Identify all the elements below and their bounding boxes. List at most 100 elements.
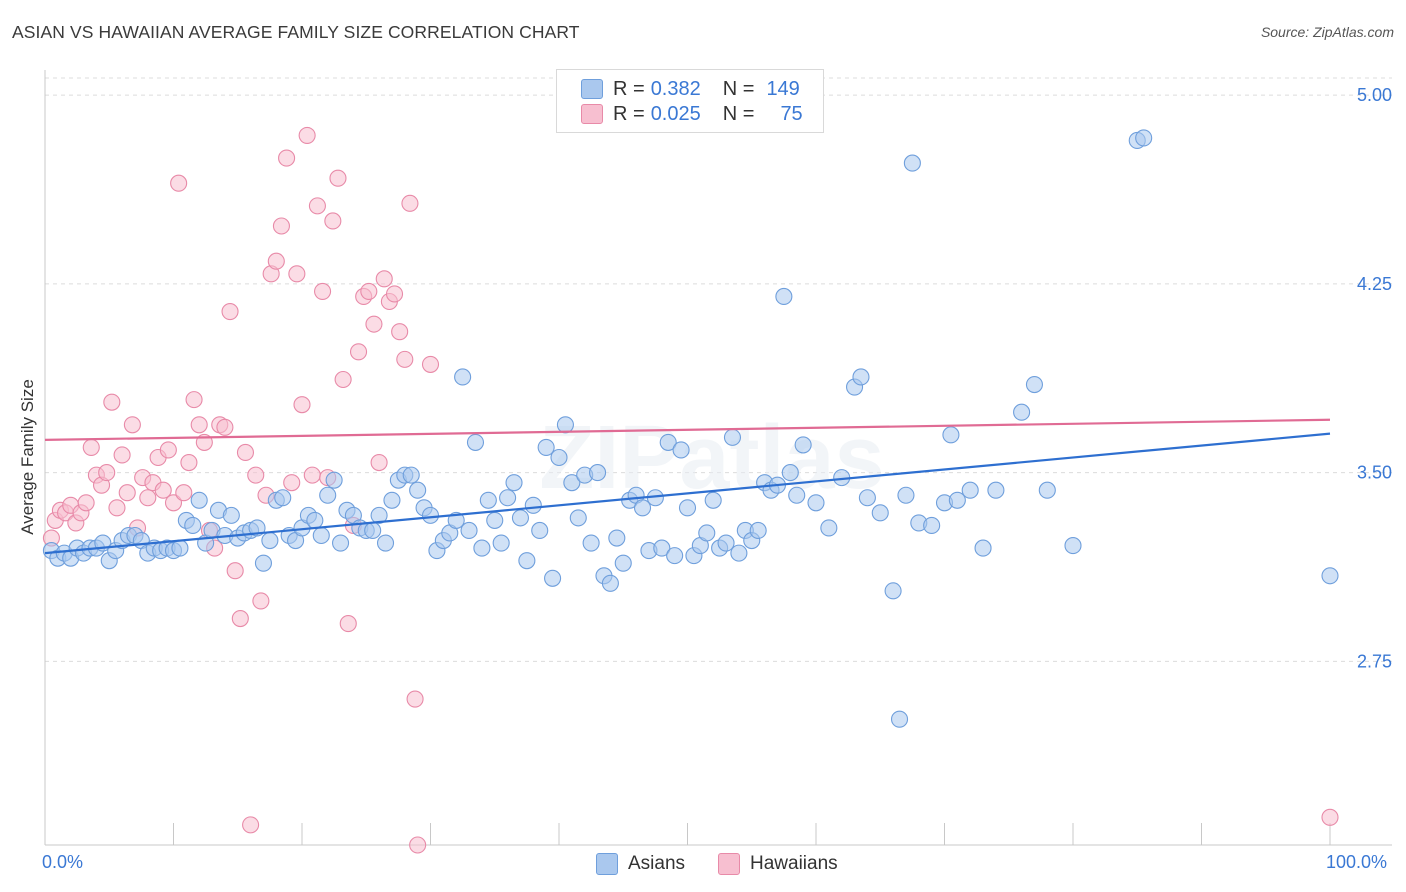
hawaiians-point [82,438,100,456]
asians-point [222,506,240,524]
asians-point [1064,537,1082,555]
y-tick-label: 3.50 [1357,463,1392,483]
asians-point [788,486,806,504]
asians-point [364,521,382,540]
asians-point [678,499,697,517]
asians-point [550,448,568,467]
y-tick-label: 2.75 [1357,651,1392,671]
hawaiians-point [139,489,157,507]
hawaiians-trend-line [44,418,1331,441]
asians-point [633,499,652,517]
correlation-legend: R = 0.382 N = 149 R = 0.025 N = 75 [556,69,824,133]
asians-point [492,534,510,552]
asians-point [409,481,427,499]
hawaiians-point [247,466,265,484]
hawaiians-point [349,343,368,361]
asians-point [312,526,330,545]
asians-point [820,519,838,537]
asians-point [486,511,504,529]
hawaiians-point [1321,808,1339,826]
asians-point [704,491,722,509]
hawaiians-point [170,174,188,192]
hawaiians-point [314,282,332,300]
asians-legend-label: Asians [628,853,686,874]
hawaiians-series [42,126,1339,854]
asians-point [1321,567,1339,585]
asians-point [569,509,587,527]
hawaiians-point [221,303,239,321]
asians-point [563,474,581,492]
asians-point [370,506,388,524]
asians-point [466,433,485,451]
hawaiians-point [308,197,326,215]
asians-point [698,524,716,542]
asians-point [171,539,189,557]
hawaiians-point [329,169,347,187]
hawaiians-point [154,481,172,499]
asians-point [942,426,960,444]
source-label: Source: ZipAtlas.com [1260,24,1394,40]
hawaiians-point [375,270,393,288]
hawaiians-point [252,592,270,610]
hawaiians-point [190,416,208,434]
asians-point [903,154,921,172]
hawaiians-point [236,443,255,462]
y-axis-label: Average Family Size [18,379,37,535]
hawaiians-point [385,285,404,303]
asians-point [254,554,273,572]
asians-point [454,368,472,386]
legend-row-asians: R = 0.382 N = 149 [581,77,800,101]
asians-point [948,491,966,509]
hawaiians-legend-swatch [718,853,740,875]
hawaiians-point [370,453,388,472]
hawaiians-point [226,562,244,580]
y-tick-label: 5.00 [1357,85,1392,105]
r-label: R = [613,77,645,100]
asians-point [653,539,671,557]
hawaiians-point [103,393,121,411]
hawaiians-point [409,836,427,854]
n-label: N = [722,77,755,100]
n-label: N = [722,102,755,125]
n-value: 149 [766,77,800,100]
hawaiians-point [324,212,342,230]
axes [44,70,1392,846]
asians-point [556,416,574,434]
asians-point [421,506,440,524]
hawaiians-point [242,816,260,834]
asians-point [511,509,530,527]
hawaiians-point [108,499,126,517]
r-value: 0.025 [650,102,701,125]
r-value: 0.382 [650,77,701,100]
hawaiians-point [272,217,290,235]
hawaiians-point [231,609,249,628]
hawaiians-point [293,396,311,414]
asians-trend-line [44,432,1331,555]
asians-point [987,481,1005,499]
asians-point [274,489,292,507]
asians-point [871,504,889,522]
asians-point [923,516,941,534]
hawaiians-point [278,149,296,167]
hawaiians-point [283,474,301,492]
asians-swatch [581,79,603,99]
asians-point [730,544,748,562]
asians-point [1038,481,1056,499]
asians-point [499,489,517,507]
hawaiians-point [118,484,136,502]
asians-point [1013,403,1031,421]
hawaiians-point [267,252,285,270]
asians-point [505,474,523,492]
asians-point [473,539,491,557]
asians-point [601,574,619,592]
y-tick-labels: 2.75 3.50 4.25 5.00 [1357,85,1392,671]
hawaiians-point [175,484,193,502]
hawaiians-point [360,282,378,300]
hawaiians-point [77,494,95,512]
asians-point [531,521,549,540]
hawaiians-point [288,265,306,283]
hawaiians-point [303,466,321,484]
asians-point [1135,129,1153,147]
hawaiians-point [123,416,141,434]
asians-point [723,428,742,446]
